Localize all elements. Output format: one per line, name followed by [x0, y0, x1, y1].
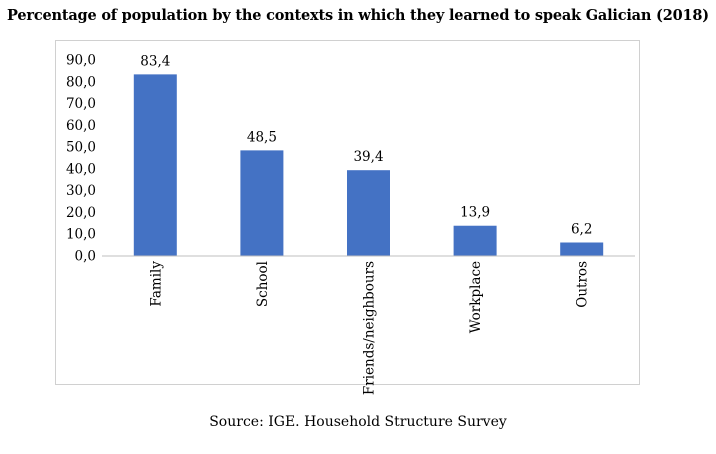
- data-label: 13,9: [460, 205, 490, 221]
- y-tick-label: 70,0: [66, 96, 96, 112]
- y-tick-label: 60,0: [66, 118, 96, 134]
- bar-friends-neighbours: [347, 170, 390, 256]
- category-label: Friends/neighbours: [362, 261, 378, 395]
- data-label: 39,4: [353, 149, 383, 165]
- data-label: 83,4: [140, 53, 170, 69]
- bars: [133, 74, 604, 256]
- y-axis-ticks: 0,0 10,0 20,0 30,0 40,0 50,0 60,0 70,0 80,0 90,0: [66, 53, 96, 265]
- category-label: Family: [148, 261, 164, 307]
- y-tick-label: 10,0: [66, 227, 96, 243]
- bar-outros: [560, 242, 604, 256]
- data-label: 6,2: [571, 221, 592, 237]
- y-tick-label: 0,0: [75, 249, 96, 265]
- y-tick-label: 20,0: [66, 205, 96, 221]
- bar-family: [133, 74, 177, 256]
- category-label: Outros: [575, 261, 591, 308]
- chart-frame: [55, 40, 640, 385]
- data-label: 48,5: [247, 129, 277, 145]
- category-labels: Family School Friends/neighbours Workplace O…: [148, 261, 590, 395]
- y-tick-label: 40,0: [66, 161, 96, 177]
- y-tick-label: 90,0: [66, 53, 96, 69]
- bar-workplace: [453, 225, 497, 256]
- y-tick-label: 30,0: [66, 183, 96, 199]
- chart-source: Source: IGE. Household Structure Survey: [209, 414, 507, 430]
- bar-school: [240, 150, 284, 256]
- category-label: School: [255, 261, 271, 307]
- chart-title: Percentage of population by the contexts…: [7, 7, 709, 24]
- category-label: Workplace: [468, 261, 484, 333]
- y-tick-label: 80,0: [66, 74, 96, 90]
- y-tick-label: 50,0: [66, 140, 96, 156]
- value-labels: 83,4 48,5 39,4 13,9 6,2: [140, 53, 592, 237]
